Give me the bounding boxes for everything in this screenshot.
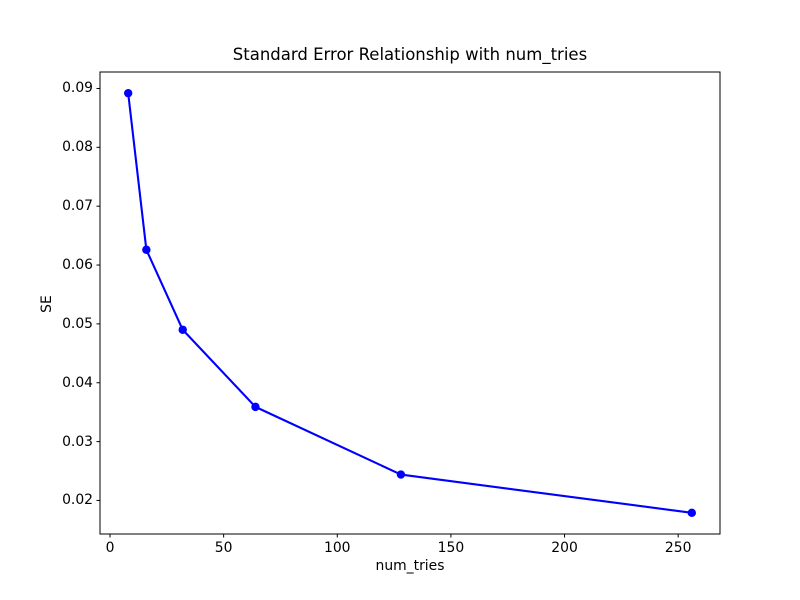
data-point bbox=[687, 508, 697, 518]
data-line bbox=[127, 93, 692, 514]
y-axis-label: SE bbox=[39, 295, 55, 313]
axes-frame bbox=[99, 71, 721, 535]
data-point bbox=[396, 470, 406, 479]
data-point bbox=[178, 325, 187, 334]
data-point bbox=[123, 88, 133, 98]
data-point bbox=[251, 402, 260, 412]
chart-title: Standard Error Relationship with num_tri… bbox=[232, 45, 588, 64]
x-axis-label: num_tries bbox=[375, 558, 445, 574]
data-point bbox=[142, 245, 151, 254]
